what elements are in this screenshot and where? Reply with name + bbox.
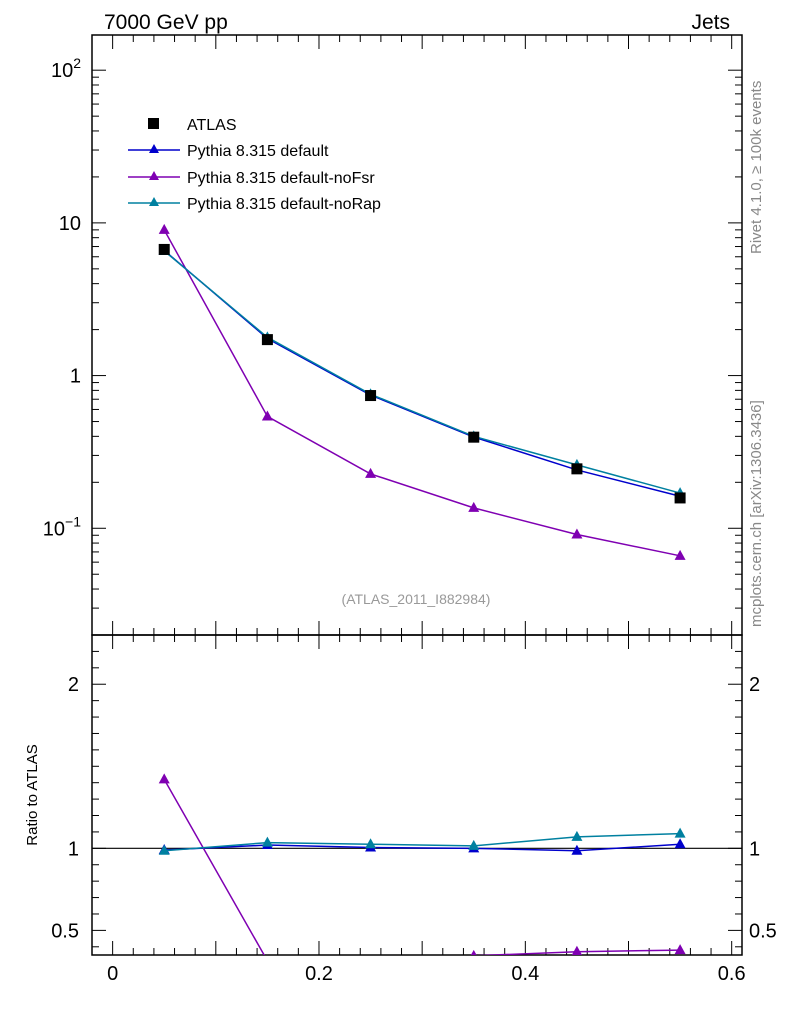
main-axis-ticks bbox=[92, 35, 742, 636]
ratio-y-tick-label-left: 2 bbox=[68, 674, 79, 696]
ratio-series-layer bbox=[158, 773, 686, 966]
ratio-y-axis-label: Ratio to ATLAS bbox=[24, 744, 41, 845]
ratio-y-tick-label-right: 0.5 bbox=[749, 920, 777, 942]
legend-label-atlas: ATLAS bbox=[187, 117, 237, 134]
main-y-tick-label: 1 bbox=[70, 366, 81, 388]
energy-label: 7000 GeV pp bbox=[104, 11, 228, 34]
ratio-line-default bbox=[164, 843, 681, 852]
ratio-panel-frame bbox=[91, 634, 743, 956]
series-line-noRap bbox=[163, 250, 681, 494]
main-y-tick-label: 10−1 bbox=[43, 513, 81, 540]
series-line-noFsr bbox=[163, 229, 681, 557]
ratio-point-noFsr bbox=[365, 956, 376, 966]
ratio-axis-tick-labels: 0.5 0.5 1 1 2 2 0 0.2 0.4 0.6 bbox=[51, 674, 777, 985]
legend-label-nofsr: Pythia 8.315 default-noFsr bbox=[187, 170, 375, 187]
legend-marker-norap bbox=[149, 197, 159, 206]
main-series-layer bbox=[158, 223, 686, 560]
main-y-tick-label: 102 bbox=[51, 55, 81, 82]
observable-label: Jets bbox=[691, 11, 730, 34]
ratio-point-noFsr bbox=[571, 945, 583, 955]
ratio-point-noFsr bbox=[267, 954, 268, 955]
main-y-tick-label: 10 bbox=[59, 213, 81, 235]
atlas-data-point bbox=[571, 463, 583, 475]
ratio-point-noFsr bbox=[158, 773, 170, 784]
ratio-line-noRap bbox=[164, 832, 681, 852]
legend: ATLAS Pythia 8.315 default Pythia 8.315 … bbox=[128, 117, 381, 213]
atlas-data-point bbox=[158, 243, 170, 255]
series-point-noFsr bbox=[468, 501, 480, 512]
ratio-axis-ticks bbox=[92, 635, 742, 955]
atlas-data-point bbox=[674, 492, 686, 504]
legend-marker-default bbox=[149, 144, 159, 153]
x-tick-label: 0.6 bbox=[718, 963, 746, 985]
ratio-point-noFsr bbox=[674, 944, 686, 955]
series-point-noFsr bbox=[571, 528, 583, 539]
ratio-series-group bbox=[158, 773, 686, 966]
atlas-data-point bbox=[365, 390, 377, 402]
rivet-label: Rivet 4.1.0, ≥ 100k events bbox=[748, 81, 765, 254]
ratio-point-noRap bbox=[468, 839, 480, 850]
atlas-data-point bbox=[468, 431, 480, 443]
main-axis-tick-labels: 10−1 1 10 102 bbox=[43, 55, 81, 540]
x-tick-label: 0 bbox=[107, 963, 118, 985]
series-point-noFsr bbox=[261, 410, 273, 421]
legend-marker-atlas bbox=[148, 118, 159, 129]
series-line-default bbox=[163, 249, 681, 498]
ratio-y-tick-label-right: 2 bbox=[749, 674, 760, 696]
mcplots-label: mcplots.cern.ch [arXiv:1306.3436] bbox=[748, 400, 765, 627]
ratio-point-noRap bbox=[571, 830, 583, 841]
legend-marker-nofsr bbox=[149, 171, 159, 180]
ratio-point-default bbox=[674, 838, 686, 849]
ratio-y-tick-label-right: 1 bbox=[749, 838, 760, 860]
ratio-point-noRap bbox=[261, 836, 273, 847]
analysis-watermark: (ATLAS_2011_I882984) bbox=[342, 591, 491, 607]
ratio-point-noRap bbox=[365, 838, 377, 849]
ratio-point-default bbox=[571, 844, 583, 855]
ratio-point-noFsr bbox=[470, 949, 477, 955]
x-tick-label: 0.4 bbox=[511, 963, 539, 985]
ratio-y-tick-label-left: 1 bbox=[68, 838, 79, 860]
ratio-y-tick-label-left: 0.5 bbox=[51, 920, 79, 942]
series-point-noFsr bbox=[158, 223, 170, 234]
legend-label-default: Pythia 8.315 default bbox=[187, 143, 329, 160]
legend-label-norap: Pythia 8.315 default-noRap bbox=[187, 196, 381, 213]
ratio-line-noFsr bbox=[163, 779, 681, 955]
ratio-point-noRap bbox=[674, 827, 686, 838]
ratio-point-noRap bbox=[158, 844, 170, 855]
x-tick-label: 0.2 bbox=[305, 963, 333, 985]
series-point-noFsr bbox=[674, 549, 686, 560]
series-point-noFsr bbox=[365, 467, 377, 478]
atlas-data-point bbox=[261, 334, 273, 346]
